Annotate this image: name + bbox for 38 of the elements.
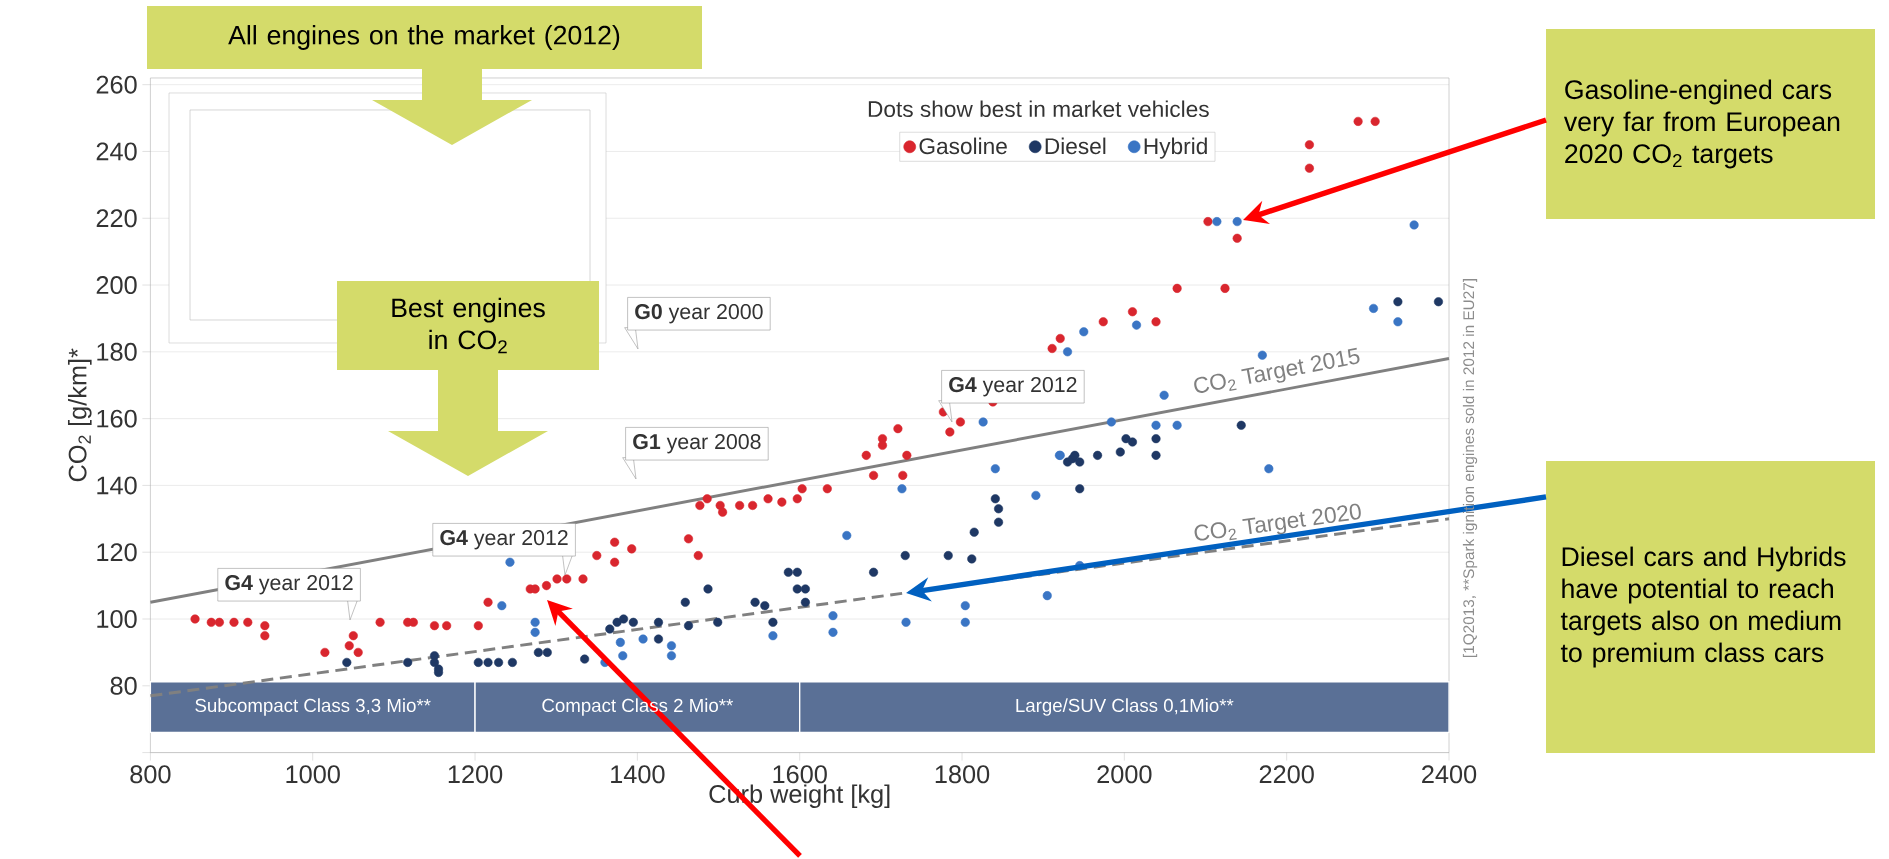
text: Gasoline-engined cars very far from European 2020 CO$_{2}$ targets <box>1563 79 1840 169</box>
x-tick-label: 2000 <box>1097 765 1152 784</box>
legend-label: Gasoline <box>919 137 1007 155</box>
x-tick-label: 800 <box>130 765 171 784</box>
y-tick-label: 260 <box>96 75 137 94</box>
x-tick-label: 2400 <box>1422 765 1477 784</box>
y-tick-label: 220 <box>96 209 137 228</box>
annotation: G1 year 2008 <box>633 434 761 454</box>
annotation: G4 year 2012 <box>225 575 353 595</box>
x-tick-label: 1200 <box>448 765 503 784</box>
x-tick-label: 1000 <box>286 765 340 784</box>
y-tick-label: 240 <box>96 142 137 161</box>
x-tick-label: 1800 <box>935 765 990 784</box>
y-tick-label: 120 <box>97 543 137 562</box>
y-tick-label: 140 <box>97 476 137 495</box>
x-tick-label: 1400 <box>611 765 665 784</box>
legend-title: Dots show best in market vehicles <box>868 100 1209 118</box>
annotation: G4 year 2012 <box>949 377 1077 397</box>
y-tick-label: 100 <box>97 610 137 629</box>
y-tick-label: 200 <box>96 276 137 295</box>
legend-label: Diesel <box>1045 137 1106 155</box>
annotation: G4 year 2012 <box>440 530 568 550</box>
annotation: G0 year 2000 <box>635 304 763 324</box>
y-tick-label: 180 <box>97 343 137 361</box>
legend-label: Hybrid <box>1144 137 1207 159</box>
text: All engines on the market (2012) <box>228 25 620 51</box>
text: CO$_{2}$ Target 2015 <box>1194 348 1360 394</box>
x-tick-label: 2200 <box>1259 765 1314 784</box>
y-tick-label: 80 <box>110 677 137 695</box>
y-axis-title: CO$_{2}$ [g/km]* <box>67 348 92 482</box>
band-label: Subcompact Class 3,3 Mio** <box>195 698 431 716</box>
text: Diesel cars and Hybrids have potential to reach targets also on medium to premium class cars <box>1560 546 1846 668</box>
x-tick-label: 1600 <box>773 765 827 784</box>
y-tick-label: 160 <box>97 409 137 428</box>
annotation: Best engines in CO$_{2}$ <box>392 297 545 354</box>
text: [1Q2013, **Spark ignition engines sold in 2012 in EU27] <box>1462 279 1478 658</box>
text: CO$_{2}$ Target 2020 <box>1194 503 1361 541</box>
band-label: Large/SUV Class 0,1Mio** <box>1016 698 1234 716</box>
